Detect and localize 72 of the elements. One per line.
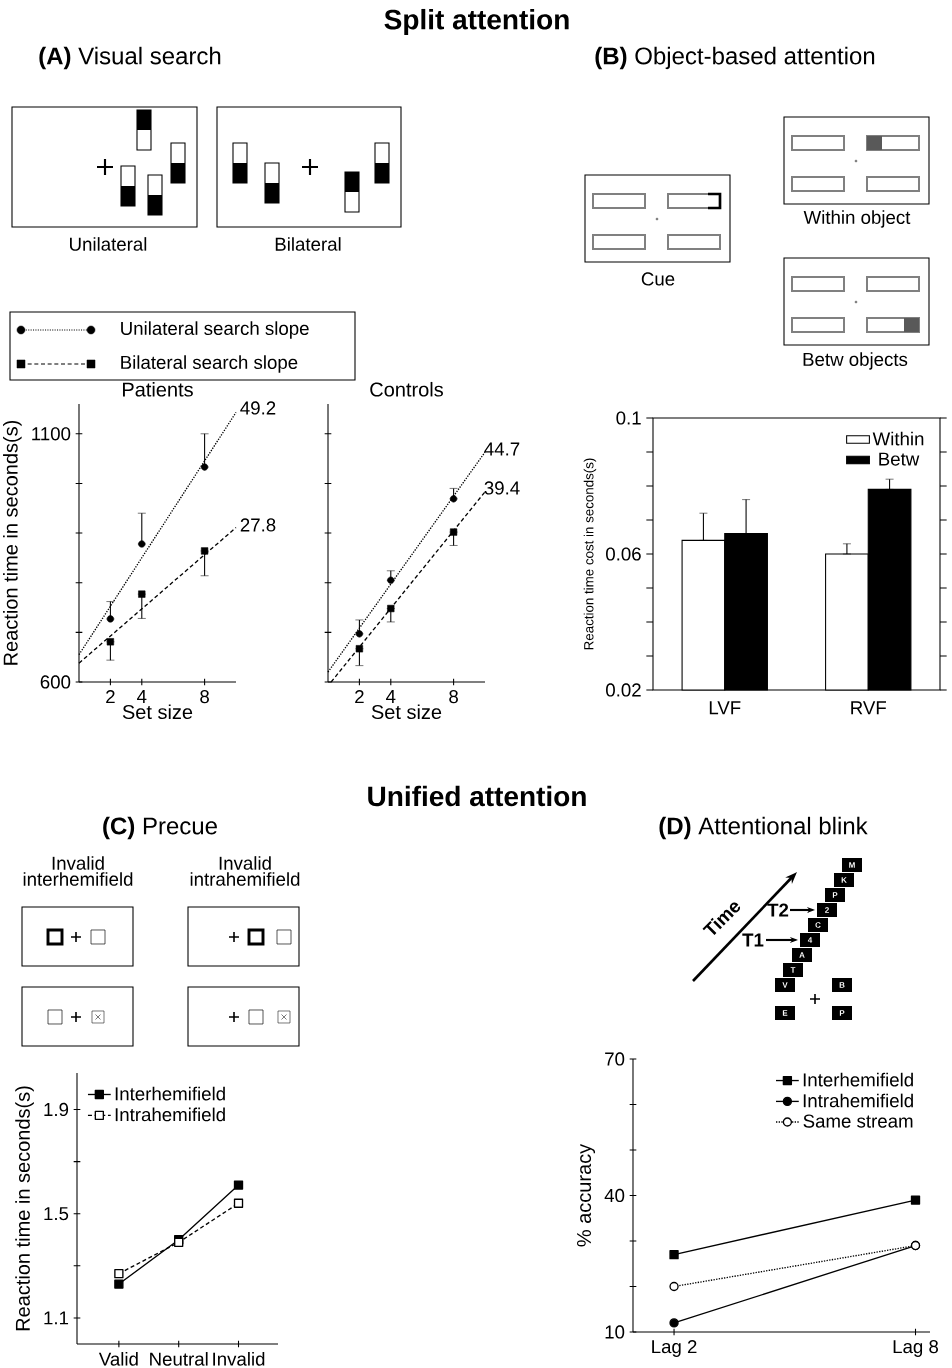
text: (D) Attentional blink xyxy=(659,816,868,840)
y-tick-label: 0.02 xyxy=(606,683,641,697)
x-axis-title: Set size xyxy=(122,704,193,720)
y-axis-title: Reaction time cost in seconds(s) xyxy=(583,458,597,650)
y-tick-label: 1.9 xyxy=(44,1102,69,1117)
x-tick-label: RVF xyxy=(851,701,887,715)
chart-title: Controls xyxy=(370,381,443,397)
legend-label: Betw xyxy=(879,452,920,466)
y-tick-label: 1.5 xyxy=(44,1207,69,1221)
x-tick-label: Lag 2 xyxy=(652,1340,697,1357)
text: 4 xyxy=(807,937,813,943)
y-axis-title: % accuracy xyxy=(577,1143,596,1247)
text: Invalid interhemifield xyxy=(23,856,133,886)
text: A xyxy=(799,952,805,958)
x-tick-label: 4 xyxy=(386,690,396,703)
text: Cue xyxy=(641,272,675,286)
text: 2 xyxy=(825,907,829,913)
y-tick-label: 70 xyxy=(605,1052,625,1066)
x-tick-label: 8 xyxy=(200,690,209,704)
x-tick-label: Neutral xyxy=(150,1352,208,1366)
x-axis-title: Set size xyxy=(371,704,442,720)
y-tick-label: 1.1 xyxy=(44,1311,69,1325)
text: Bilateral xyxy=(275,237,341,251)
text: 49.2 xyxy=(240,401,276,415)
y-tick-label: 40 xyxy=(604,1188,625,1203)
text: 27.8 xyxy=(240,518,276,532)
x-tick-label: 4 xyxy=(137,690,147,703)
x-tick-label: 2 xyxy=(355,690,364,704)
annotation: 44.7 xyxy=(484,442,520,456)
y-tick-label: 0.1 xyxy=(616,411,641,425)
y-tick-label: 1100 xyxy=(32,427,71,441)
x-tick-label: Lag 8 xyxy=(893,1340,939,1357)
y-axis-title: Reaction time in seconds(s) xyxy=(15,1086,34,1331)
annotation: 39.4 xyxy=(484,481,520,495)
text: P xyxy=(839,1010,845,1016)
legend-label: Unilateral search slope xyxy=(121,321,309,339)
legend-label: Interhemifield xyxy=(803,1072,913,1087)
text: Within object xyxy=(803,210,911,228)
x-tick-label: Valid xyxy=(98,1352,138,1366)
x-tick-label: 2 xyxy=(106,690,115,704)
legend-label: Intrahemifield xyxy=(115,1107,225,1122)
y-axis-title: Reaction time in seconds(s) xyxy=(3,420,22,665)
legend-label: Same stream xyxy=(803,1114,913,1128)
y-tick-label: 600 xyxy=(40,675,71,689)
legend-label: Bilateral search slope xyxy=(121,355,298,373)
text: T1 xyxy=(742,933,764,947)
text: (A) Visual search xyxy=(39,46,221,70)
text: Betw objects xyxy=(803,352,908,370)
y-tick-label: 0.06 xyxy=(606,547,641,561)
text: Invalid intrahemifield xyxy=(190,856,300,886)
x-tick-label: LVF xyxy=(709,701,741,715)
x-tick-label: Invalid xyxy=(213,1352,265,1366)
chart-title: Patients xyxy=(123,381,193,397)
text: B xyxy=(839,982,845,988)
text: P xyxy=(832,892,838,898)
text: (C) Precue xyxy=(103,816,217,840)
text: V xyxy=(782,982,788,988)
text: K xyxy=(841,877,847,883)
legend-label: Intrahemifield xyxy=(803,1093,913,1108)
legend-label: Within xyxy=(872,431,924,446)
text: Split attention xyxy=(384,8,569,36)
legend-label: Interhemifield xyxy=(115,1086,225,1101)
text: C xyxy=(815,922,821,928)
text: M xyxy=(849,862,855,868)
x-tick-label: 8 xyxy=(449,690,458,704)
text: Unified attention xyxy=(368,785,586,807)
text: T2 xyxy=(767,903,789,917)
text: (B) Object-based attention xyxy=(595,46,875,70)
y-tick-label: 10 xyxy=(605,1325,625,1339)
text: T xyxy=(790,967,796,973)
text: Unilateral xyxy=(70,237,147,251)
text: E xyxy=(782,1010,788,1016)
